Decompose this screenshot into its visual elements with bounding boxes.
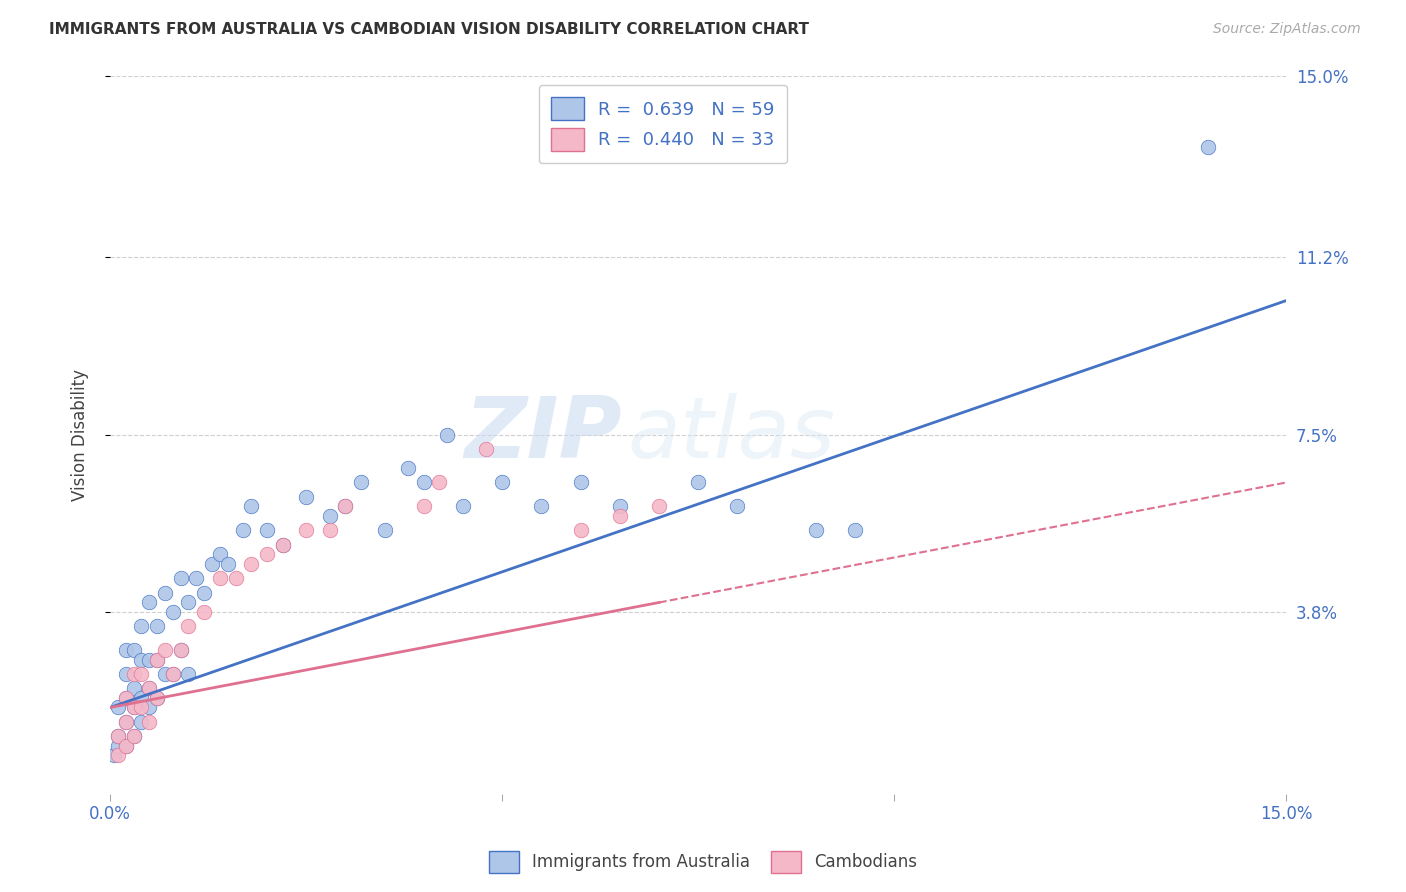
Legend: Immigrants from Australia, Cambodians: Immigrants from Australia, Cambodians — [482, 845, 924, 880]
Point — [138, 652, 160, 666]
Point — [688, 475, 710, 490]
Point — [429, 475, 451, 490]
Point — [186, 571, 208, 585]
Point — [804, 524, 827, 538]
Point — [169, 571, 191, 585]
Point — [451, 500, 474, 514]
Point — [396, 461, 419, 475]
Point — [122, 729, 145, 743]
Point — [146, 652, 169, 666]
Point — [569, 524, 592, 538]
Point — [103, 748, 125, 763]
Point — [114, 690, 136, 705]
Point — [1197, 140, 1219, 154]
Point — [131, 690, 153, 705]
Point — [295, 524, 318, 538]
Text: IMMIGRANTS FROM AUSTRALIA VS CAMBODIAN VISION DISABILITY CORRELATION CHART: IMMIGRANTS FROM AUSTRALIA VS CAMBODIAN V… — [49, 22, 810, 37]
Point — [335, 500, 357, 514]
Point — [177, 595, 200, 609]
Point — [256, 524, 278, 538]
Point — [114, 739, 136, 753]
Point — [146, 690, 169, 705]
Point — [138, 595, 160, 609]
Point — [373, 524, 395, 538]
Point — [146, 619, 169, 633]
Point — [225, 571, 247, 585]
Point — [107, 739, 129, 753]
Point — [122, 700, 145, 714]
Point — [107, 700, 129, 714]
Point — [153, 643, 176, 657]
Point — [169, 643, 191, 657]
Point — [412, 475, 434, 490]
Point — [350, 475, 373, 490]
Y-axis label: Vision Disability: Vision Disability — [72, 368, 89, 500]
Point — [491, 475, 513, 490]
Point — [201, 557, 224, 571]
Point — [177, 619, 200, 633]
Point — [193, 605, 215, 619]
Point — [131, 619, 153, 633]
Point — [271, 538, 294, 552]
Point — [318, 524, 340, 538]
Point — [122, 729, 145, 743]
Point — [436, 427, 458, 442]
Point — [138, 681, 160, 696]
Point — [138, 681, 160, 696]
Point — [114, 714, 136, 729]
Point — [114, 667, 136, 681]
Point — [131, 714, 153, 729]
Point — [412, 500, 434, 514]
Point — [295, 490, 318, 504]
Point — [107, 729, 129, 743]
Point — [114, 643, 136, 657]
Point — [131, 652, 153, 666]
Point — [114, 739, 136, 753]
Point — [138, 714, 160, 729]
Text: ZIP: ZIP — [464, 393, 621, 476]
Point — [177, 667, 200, 681]
Point — [240, 557, 263, 571]
Point — [217, 557, 239, 571]
Point — [271, 538, 294, 552]
Point — [569, 475, 592, 490]
Point — [153, 667, 176, 681]
Point — [240, 500, 263, 514]
Point — [146, 652, 169, 666]
Point — [530, 500, 553, 514]
Point — [138, 700, 160, 714]
Point — [146, 690, 169, 705]
Point — [169, 643, 191, 657]
Point — [131, 667, 153, 681]
Point — [232, 524, 254, 538]
Point — [131, 700, 153, 714]
Point — [208, 547, 231, 561]
Point — [107, 729, 129, 743]
Point — [725, 500, 748, 514]
Point — [162, 605, 184, 619]
Point — [193, 585, 215, 599]
Point — [609, 508, 631, 523]
Point — [609, 500, 631, 514]
Point — [114, 690, 136, 705]
Point — [162, 667, 184, 681]
Point — [122, 643, 145, 657]
Point — [162, 667, 184, 681]
Point — [122, 681, 145, 696]
Point — [648, 500, 671, 514]
Point — [256, 547, 278, 561]
Point — [114, 714, 136, 729]
Text: Source: ZipAtlas.com: Source: ZipAtlas.com — [1213, 22, 1361, 37]
Point — [208, 571, 231, 585]
Legend: R =  0.639   N = 59, R =  0.440   N = 33: R = 0.639 N = 59, R = 0.440 N = 33 — [538, 85, 787, 163]
Point — [475, 442, 498, 456]
Text: atlas: atlas — [627, 393, 835, 476]
Point — [122, 667, 145, 681]
Point — [318, 508, 340, 523]
Point — [335, 500, 357, 514]
Point — [122, 700, 145, 714]
Point — [844, 524, 866, 538]
Point — [153, 585, 176, 599]
Point — [107, 748, 129, 763]
